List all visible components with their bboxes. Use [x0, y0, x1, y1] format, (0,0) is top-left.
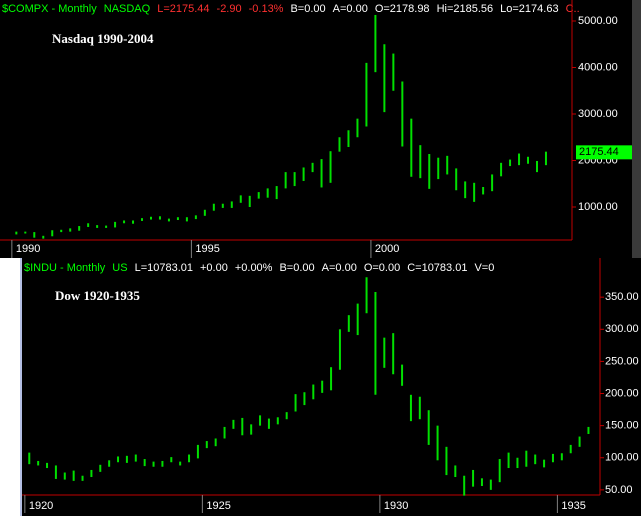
y-tick-label: 300.00 [605, 323, 639, 335]
header-item: A=0.00 [333, 3, 368, 15]
x-tick-label: 1935 [561, 500, 585, 512]
header-line: $COMPX - Monthly NASDAQ L=2175.44 -2.90 -0.1… [2, 3, 580, 15]
header-item: C.. [566, 3, 580, 15]
header-item: US [112, 262, 127, 274]
header-item: -2.90 [217, 3, 242, 15]
header-item: +0.00 [200, 262, 228, 274]
header-item: A=0.00 [322, 262, 357, 274]
x-tick-label: 2000 [375, 243, 399, 255]
header-item: B=0.00 [290, 3, 325, 15]
annotation: Dow 1920-1935 [55, 288, 140, 303]
x-tick-label: 1990 [16, 243, 40, 255]
header-item: L=2175.44 [157, 3, 209, 15]
last-price-box [576, 145, 632, 160]
header-line: $INDU - Monthly US L=10783.01 +0.00 +0.00% B=… [24, 262, 494, 274]
y-tick-label: 5000.00 [578, 15, 618, 27]
y-tick-label: 50.00 [605, 484, 633, 496]
header-item: O=2178.98 [375, 3, 430, 15]
header-item: V=0 [474, 262, 494, 274]
header-item: +0.00% [235, 262, 273, 274]
top-chart-background [0, 0, 641, 258]
header-item: B=0.00 [279, 262, 314, 274]
header-item: $INDU - Monthly [24, 262, 106, 274]
y-tick-label: 4000.00 [578, 61, 618, 73]
y-tick-label: 350.00 [605, 291, 639, 303]
x-tick-label: 1920 [29, 500, 53, 512]
y-tick-label: 3000.00 [578, 108, 618, 120]
annotation: Nasdaq 1990-2004 [52, 31, 154, 46]
header-item: L=10783.01 [135, 262, 193, 274]
header-item: O=0.00 [364, 262, 400, 274]
y-tick-label: 1000.00 [578, 201, 618, 213]
y-tick-label: 200.00 [605, 387, 639, 399]
x-tick-label: 1930 [384, 500, 408, 512]
x-tick-label: 1995 [195, 243, 219, 255]
header-item: $COMPX - Monthly [2, 3, 97, 15]
y-tick-label: 250.00 [605, 355, 639, 367]
x-tick-label: 1925 [206, 500, 230, 512]
header-item: -0.13% [249, 3, 284, 15]
header-item: C=10783.01 [407, 262, 467, 274]
y-tick-label: 100.00 [605, 452, 639, 464]
header-item: NASDAQ [104, 3, 151, 15]
header-item: Hi=2185.56 [437, 3, 494, 15]
last-price-label: 2175.44 [579, 146, 619, 158]
y-tick-label: 150.00 [605, 420, 639, 432]
scroll-edge [632, 0, 641, 258]
header-item: Lo=2174.63 [500, 3, 558, 15]
